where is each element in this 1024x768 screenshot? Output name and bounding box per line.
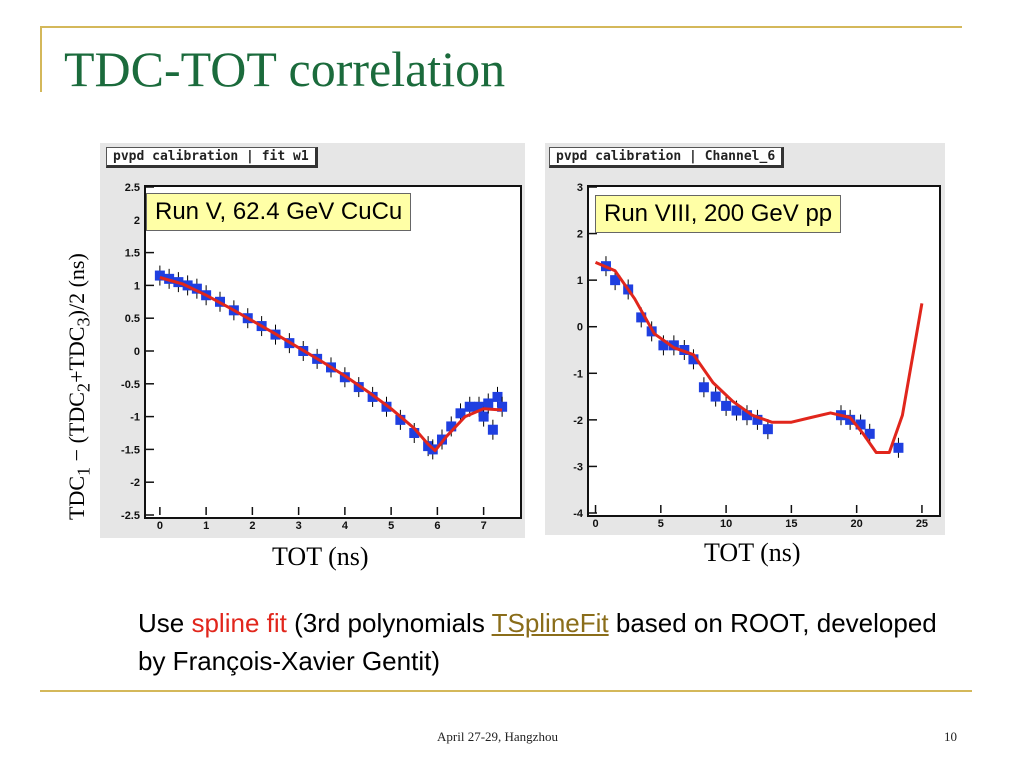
right-data-point <box>721 400 732 411</box>
left-y-tick-label: -0.5 <box>121 379 140 391</box>
caption-part3: (3rd polynomials <box>286 608 492 638</box>
right-panel-title: pvpd calibration | Channel_6 <box>549 147 785 168</box>
right-data-point <box>762 424 773 435</box>
caption-part5: based on ROOT, developed by François-Xav… <box>138 608 937 676</box>
left-chart-panel: pvpd calibration | fit w1 2.5 2 1.5 1 0.5 0 -0… <box>100 143 525 538</box>
left-y-tick-label: 2.5 <box>125 182 140 194</box>
y-axis-label-mid1: − (TDC <box>64 392 89 467</box>
y-axis-label: TDC1 − (TDC2+TDC3)/2 (ns) <box>64 253 94 520</box>
right-y-tick-label: -1 <box>573 368 583 380</box>
y-axis-label-sub1: 1 <box>73 466 94 476</box>
left-data-point <box>395 414 406 425</box>
right-y-tick-label: -2 <box>573 415 583 427</box>
left-y-tick-label: -1.5 <box>121 444 140 456</box>
left-data-point <box>437 434 447 445</box>
left-data-point <box>409 428 420 438</box>
y-axis-label-mid2: +TDC <box>64 326 89 383</box>
left-y-tick-label: 0 <box>134 346 140 358</box>
right-x-tick-label: 10 <box>720 518 732 530</box>
right-data-point <box>610 275 621 286</box>
right-y-tick-label: -3 <box>573 461 583 473</box>
right-x-tick-label: 5 <box>658 518 664 530</box>
left-data-point <box>492 391 503 402</box>
left-x-tick-label: 3 <box>296 520 302 532</box>
left-y-tick-label: 1.5 <box>125 248 140 260</box>
caption: Use spline fit (3rd polynomials TSplineF… <box>138 604 938 680</box>
right-x-tick-label: 15 <box>785 518 797 530</box>
right-chart-panel: pvpd calibration | Channel_6 3 2 1 0 -1 -2 -3-… <box>545 143 945 535</box>
left-x-tick-label: 4 <box>342 520 349 532</box>
right-data-point <box>855 419 866 430</box>
right-data-point <box>741 410 752 421</box>
right-data-point <box>698 382 709 393</box>
top-rule <box>40 26 962 28</box>
right-y-tick-label: 1 <box>577 275 583 287</box>
right-y-tick-label: -4 <box>573 508 584 520</box>
y-axis-label-post: )/2 (ns) <box>64 253 89 318</box>
left-data-point <box>191 283 202 294</box>
left-x-tick-label: 0 <box>157 520 163 532</box>
right-data-point <box>731 405 742 416</box>
caption-spline-fit: spline fit <box>191 608 287 638</box>
right-data-point <box>658 340 669 351</box>
right-plot-frame <box>587 185 941 517</box>
caption-part1: Use <box>138 608 192 638</box>
y-axis-label-sub2: 2 <box>73 382 94 393</box>
slide-title: TDC-TOT correlation <box>64 41 506 97</box>
right-data-point <box>710 391 721 402</box>
y-axis-label-sub3: 3 <box>73 317 94 327</box>
right-data-point <box>636 312 647 323</box>
right-data-point <box>893 442 904 453</box>
left-x-tick-label: 2 <box>249 520 255 532</box>
left-panel-title: pvpd calibration | fit w1 <box>106 147 318 168</box>
page-number: 10 <box>944 729 957 744</box>
left-run-label: Run V, 62.4 GeV CuCu <box>146 193 412 231</box>
left-x-tick-label: 1 <box>203 520 209 532</box>
left-y-tick-label: 1 <box>134 280 140 292</box>
right-y-tick-label: 0 <box>577 322 583 334</box>
left-data-point <box>464 401 475 412</box>
left-plot-frame <box>144 185 522 519</box>
left-rule <box>40 26 42 92</box>
left-x-tick-label: 7 <box>481 520 487 532</box>
right-x-tick-label: 25 <box>916 518 928 530</box>
left-y-tick-label: -2 <box>130 477 140 489</box>
right-y-tick-label: 3 <box>577 182 583 194</box>
left-data-point <box>483 398 494 409</box>
right-y-tick-label: 2 <box>577 229 583 241</box>
y-axis-label-pre: TDC <box>64 476 89 520</box>
left-data-point <box>487 424 498 435</box>
left-data-point <box>446 421 457 432</box>
tsplinefit-link[interactable]: TSplineFit <box>491 608 609 638</box>
left-data-point <box>478 411 489 422</box>
right-run-label: Run VIII, 200 GeV pp <box>595 195 842 233</box>
left-y-tick-label: -2.5 <box>121 510 140 522</box>
right-x-tick-label: 0 <box>592 518 598 530</box>
right-x-axis-label: TOT (ns) <box>704 538 801 567</box>
left-data-point <box>455 408 466 419</box>
right-data-point <box>668 340 679 351</box>
left-x-tick-label: 6 <box>434 520 440 532</box>
right-x-tick-label: 20 <box>851 518 863 530</box>
left-x-tick-label: 5 <box>388 520 394 532</box>
left-y-tick-label: -1 <box>130 412 140 424</box>
right-data-point <box>688 354 699 365</box>
left-data-point <box>154 270 165 281</box>
left-fit-curve <box>159 276 503 453</box>
left-y-tick-label: 2 <box>134 215 140 227</box>
left-y-tick-label: 0.5 <box>125 313 140 325</box>
right-fit-curve <box>594 261 924 454</box>
footer-text: April 27-29, Hangzhou <box>437 729 558 744</box>
left-data-point <box>474 401 484 412</box>
bottom-rule <box>40 690 972 692</box>
left-x-axis-label: TOT (ns) <box>272 542 369 571</box>
right-data-point <box>752 414 763 425</box>
left-data-point <box>497 401 508 412</box>
left-chart-svg: 2.5 2 1.5 1 0.5 0 -0.5 -1 -1.5 -2 -2.5 0 1 2 3 4 5 6 7 <box>121 182 508 532</box>
right-data-point <box>864 428 875 439</box>
